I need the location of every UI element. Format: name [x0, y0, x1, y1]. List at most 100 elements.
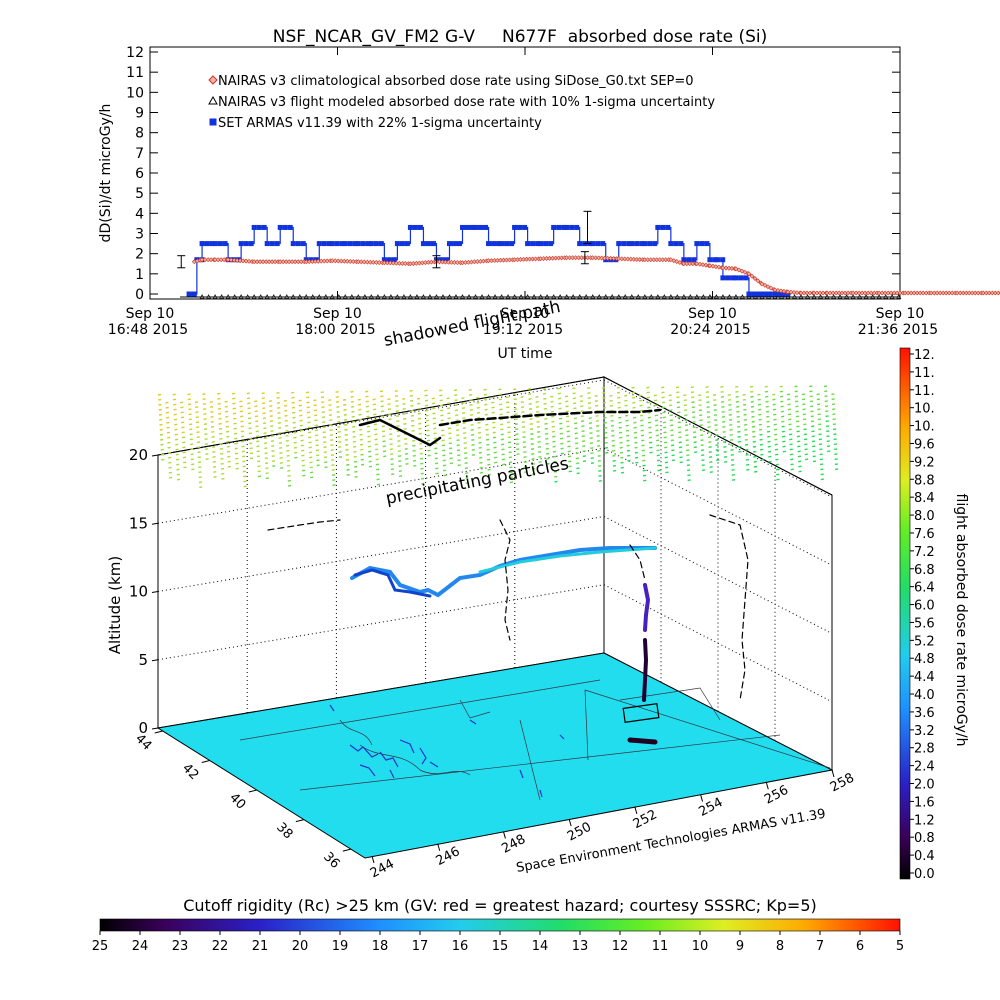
flight-modeled-point — [303, 294, 309, 299]
particle-dash — [722, 426, 726, 428]
particle-dash — [308, 441, 312, 444]
armas-point — [496, 241, 502, 247]
particle-dash — [618, 431, 623, 434]
particle-dash — [508, 446, 512, 449]
particle-dash — [661, 391, 665, 394]
particle-dash — [766, 430, 771, 433]
particle-dash — [242, 465, 246, 468]
particle-dash — [626, 449, 631, 452]
dose-rate-colorbar-tick-label: 4.4 — [914, 670, 935, 685]
particle-dash — [277, 411, 281, 414]
particle-dash — [405, 463, 409, 465]
particle-dash — [412, 449, 416, 452]
particle-dash — [483, 393, 487, 396]
particle-dash — [712, 394, 717, 396]
nairas-climatological-point — [225, 257, 231, 263]
particle-dash — [390, 458, 394, 461]
particle-dash — [389, 433, 393, 436]
particle-dash — [404, 453, 409, 455]
particle-dash — [211, 436, 215, 438]
particle-dash — [324, 466, 328, 469]
particle-dash — [299, 419, 303, 422]
dose-rate-colorbar-tick-label: 3.6 — [914, 706, 935, 721]
particle-dash — [254, 410, 258, 413]
particle-dash — [307, 416, 311, 419]
armas-point — [725, 275, 731, 281]
cutoff-rigidity-colorbar-ticks: 25 24 23 22 21 20 19 18 17 16 15 14 13 12 11 10 9 8 7 6 5 — [92, 931, 904, 954]
particle-dash — [346, 468, 350, 471]
particle-dash — [306, 401, 310, 404]
particle-dash — [240, 420, 244, 423]
particle-dash — [180, 416, 185, 419]
particle-dash — [617, 396, 621, 399]
armas-point — [574, 224, 580, 230]
particle-dash — [730, 443, 734, 446]
particle-dash — [795, 405, 799, 408]
particle-dash — [168, 471, 173, 474]
particle-dash — [331, 469, 335, 472]
particle-dash — [402, 413, 407, 415]
armas-point — [772, 291, 778, 297]
particle-dash — [679, 461, 683, 464]
particle-dash — [357, 398, 361, 401]
particle-dash — [721, 416, 726, 418]
dose-rate-colorbar-tick-label: 12. — [914, 348, 935, 363]
top-y-tick-label: 2 — [135, 247, 144, 263]
particle-dash — [234, 447, 238, 450]
particle-dash — [471, 443, 475, 446]
particle-dash — [781, 420, 785, 423]
floor-contour — [239, 679, 601, 741]
top-legend: NAIRAS v3 climatological absorbed dose r… — [208, 74, 715, 131]
particle-dash — [506, 421, 511, 424]
particle-dash — [395, 405, 399, 408]
particle-dash — [328, 404, 332, 407]
armas-point — [655, 224, 661, 230]
armas-point — [264, 241, 270, 247]
particle-dash — [424, 399, 429, 402]
particle-dash — [508, 456, 512, 459]
particle-dash — [690, 386, 694, 389]
flight-track-segment — [358, 418, 442, 447]
particle-dash — [269, 415, 273, 417]
particle-dash — [803, 428, 807, 431]
particle-dash — [500, 433, 504, 436]
particle-dash — [448, 447, 453, 450]
particle-dash — [468, 393, 473, 396]
latitude-tick-label: 44 — [132, 731, 154, 753]
particle-dash — [365, 395, 369, 398]
particle-dash — [662, 411, 666, 414]
particle-dash — [286, 449, 290, 452]
particle-dash — [232, 402, 236, 405]
particle-dash — [632, 406, 636, 409]
particle-dash — [544, 422, 548, 425]
particle-dash — [803, 423, 807, 426]
particle-dash — [612, 449, 616, 452]
dose-rate-colorbar-tick-label: 9.6 — [914, 437, 935, 452]
particle-dash — [322, 421, 326, 424]
particle-dash — [617, 406, 621, 409]
particle-dash — [476, 396, 480, 399]
particle-dash — [256, 455, 261, 458]
particle-dash — [602, 391, 606, 394]
particle-dash — [182, 446, 186, 449]
particle-dash — [470, 423, 474, 426]
armas-point — [780, 291, 786, 297]
particle-dash — [316, 459, 320, 462]
nairas-climatological-point — [703, 262, 709, 268]
particle-dash — [397, 455, 402, 458]
particle-dash — [554, 475, 558, 478]
armas-point — [417, 224, 423, 230]
top-y-tick-label: 7 — [135, 146, 144, 162]
particle-dash — [454, 404, 458, 407]
particle-dash — [478, 441, 482, 444]
flight-modeled-point — [388, 294, 394, 299]
floor-contour — [584, 689, 589, 761]
flight-modeled-point — [896, 294, 902, 299]
particle-dash — [620, 456, 624, 459]
particle-dash — [219, 442, 223, 445]
particle-dash — [442, 459, 446, 462]
flight-modeled-point — [850, 294, 856, 299]
particle-dash — [169, 476, 173, 479]
particle-dash — [731, 468, 735, 471]
altitude-tick-label: 15 — [129, 514, 148, 532]
